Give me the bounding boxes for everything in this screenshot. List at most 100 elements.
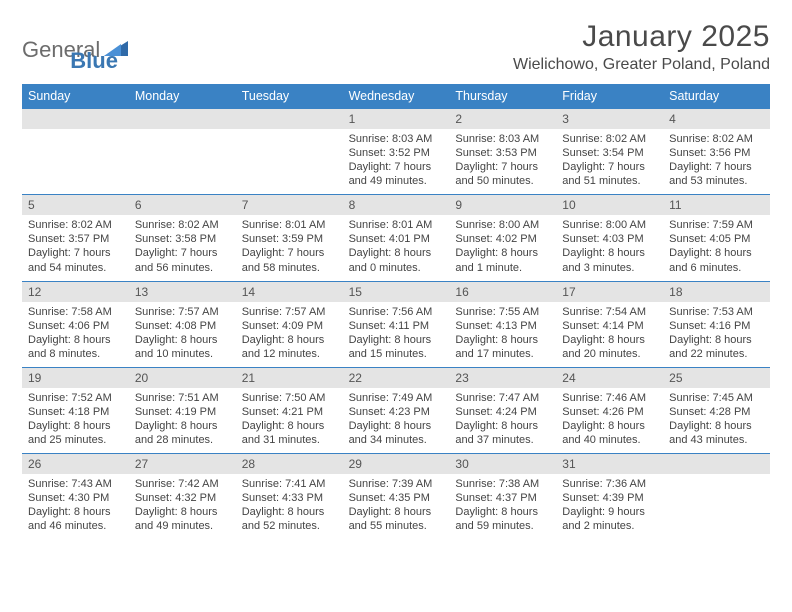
dow-cell: Wednesday [343,84,450,108]
sunrise-line: Sunrise: 7:42 AM [135,477,230,491]
day-number: 13 [129,282,236,302]
dow-cell: Thursday [449,84,556,108]
sunset-line: Sunset: 3:52 PM [349,146,444,160]
day-number: 21 [236,368,343,388]
daylight-line: Daylight: 8 hours and 3 minutes. [562,246,657,274]
sunrise-line: Sunrise: 7:55 AM [455,305,550,319]
day-number-empty [22,109,129,129]
sunset-line: Sunset: 4:18 PM [28,405,123,419]
day-body: Sunrise: 7:53 AMSunset: 4:16 PMDaylight:… [663,302,770,367]
sunrise-line: Sunrise: 7:52 AM [28,391,123,405]
daylight-line: Daylight: 7 hours and 50 minutes. [455,160,550,188]
day-number: 4 [663,109,770,129]
day-body: Sunrise: 7:57 AMSunset: 4:09 PMDaylight:… [236,302,343,367]
sunrise-line: Sunrise: 7:56 AM [349,305,444,319]
day-cell [22,109,129,194]
day-cell: 31Sunrise: 7:36 AMSunset: 4:39 PMDayligh… [556,454,663,539]
day-number: 20 [129,368,236,388]
dow-cell: Sunday [22,84,129,108]
daylight-line: Daylight: 7 hours and 58 minutes. [242,246,337,274]
daylight-line: Daylight: 8 hours and 52 minutes. [242,505,337,533]
day-number: 12 [22,282,129,302]
day-cell: 7Sunrise: 8:01 AMSunset: 3:59 PMDaylight… [236,195,343,280]
day-body: Sunrise: 7:52 AMSunset: 4:18 PMDaylight:… [22,388,129,453]
daylight-line: Daylight: 7 hours and 49 minutes. [349,160,444,188]
sunrise-line: Sunrise: 7:45 AM [669,391,764,405]
day-cell: 11Sunrise: 7:59 AMSunset: 4:05 PMDayligh… [663,195,770,280]
day-number: 27 [129,454,236,474]
day-body: Sunrise: 8:03 AMSunset: 3:53 PMDaylight:… [449,129,556,194]
sunset-line: Sunset: 4:28 PM [669,405,764,419]
sunset-line: Sunset: 4:35 PM [349,491,444,505]
sunset-line: Sunset: 4:26 PM [562,405,657,419]
day-number: 24 [556,368,663,388]
sunrise-line: Sunrise: 7:49 AM [349,391,444,405]
day-body: Sunrise: 8:00 AMSunset: 4:02 PMDaylight:… [449,215,556,280]
sunset-line: Sunset: 4:19 PM [135,405,230,419]
day-cell: 28Sunrise: 7:41 AMSunset: 4:33 PMDayligh… [236,454,343,539]
calendar: SundayMondayTuesdayWednesdayThursdayFrid… [22,84,770,540]
sunset-line: Sunset: 4:09 PM [242,319,337,333]
day-cell: 4 Sunrise: 8:02 AMSunset: 3:56 PMDaylight… [663,109,770,194]
sunset-line: Sunset: 4:08 PM [135,319,230,333]
day-body: Sunrise: 8:02 AMSunset: 3:58 PMDaylight:… [129,215,236,280]
day-number: 18 [663,282,770,302]
day-number: 17 [556,282,663,302]
daylight-line: Daylight: 8 hours and 34 minutes. [349,419,444,447]
day-number: 7 [236,195,343,215]
sunrise-line: Sunrise: 8:00 AM [562,218,657,232]
sunset-line: Sunset: 4:33 PM [242,491,337,505]
day-body: Sunrise: 7:51 AMSunset: 4:19 PMDaylight:… [129,388,236,453]
day-body: Sunrise: 7:57 AMSunset: 4:08 PMDaylight:… [129,302,236,367]
daylight-line: Daylight: 8 hours and 6 minutes. [669,246,764,274]
daylight-line: Daylight: 7 hours and 53 minutes. [669,160,764,188]
day-cell: 17Sunrise: 7:54 AMSunset: 4:14 PMDayligh… [556,282,663,367]
sunset-line: Sunset: 3:54 PM [562,146,657,160]
sunset-line: Sunset: 4:16 PM [669,319,764,333]
daylight-line: Daylight: 8 hours and 10 minutes. [135,333,230,361]
daylight-line: Daylight: 8 hours and 46 minutes. [28,505,123,533]
day-number: 10 [556,195,663,215]
sunrise-line: Sunrise: 8:02 AM [135,218,230,232]
page-title: January 2025 [513,20,770,54]
dow-cell: Saturday [663,84,770,108]
day-of-week-row: SundayMondayTuesdayWednesdayThursdayFrid… [22,84,770,108]
day-number: 16 [449,282,556,302]
sunrise-line: Sunrise: 7:58 AM [28,305,123,319]
day-body: Sunrise: 7:54 AMSunset: 4:14 PMDaylight:… [556,302,663,367]
day-body: Sunrise: 7:38 AMSunset: 4:37 PMDaylight:… [449,474,556,539]
day-body: Sunrise: 8:01 AMSunset: 4:01 PMDaylight:… [343,215,450,280]
day-cell: 21Sunrise: 7:50 AMSunset: 4:21 PMDayligh… [236,368,343,453]
day-number-empty [129,109,236,129]
day-body: Sunrise: 7:49 AMSunset: 4:23 PMDaylight:… [343,388,450,453]
sunset-line: Sunset: 4:32 PM [135,491,230,505]
sunset-line: Sunset: 3:56 PM [669,146,764,160]
day-body: Sunrise: 7:45 AMSunset: 4:28 PMDaylight:… [663,388,770,453]
sunrise-line: Sunrise: 7:36 AM [562,477,657,491]
day-body: Sunrise: 8:03 AMSunset: 3:52 PMDaylight:… [343,129,450,194]
day-body: Sunrise: 7:46 AMSunset: 4:26 PMDaylight:… [556,388,663,453]
daylight-line: Daylight: 8 hours and 15 minutes. [349,333,444,361]
day-number: 22 [343,368,450,388]
daylight-line: Daylight: 8 hours and 22 minutes. [669,333,764,361]
daylight-line: Daylight: 7 hours and 51 minutes. [562,160,657,188]
logo: General Blue [22,20,118,74]
title-block: January 2025 Wielichowo, Greater Poland,… [513,20,770,74]
day-cell: 10Sunrise: 8:00 AMSunset: 4:03 PMDayligh… [556,195,663,280]
day-number-empty [236,109,343,129]
day-number: 26 [22,454,129,474]
day-body: Sunrise: 7:41 AMSunset: 4:33 PMDaylight:… [236,474,343,539]
sunrise-line: Sunrise: 8:03 AM [455,132,550,146]
daylight-line: Daylight: 8 hours and 31 minutes. [242,419,337,447]
day-body: Sunrise: 7:50 AMSunset: 4:21 PMDaylight:… [236,388,343,453]
day-cell: 9Sunrise: 8:00 AMSunset: 4:02 PMDaylight… [449,195,556,280]
day-cell [663,454,770,539]
day-cell: 5Sunrise: 8:02 AMSunset: 3:57 PMDaylight… [22,195,129,280]
logo-text-blue: Blue [70,48,118,74]
day-number: 6 [129,195,236,215]
day-body: Sunrise: 8:01 AMSunset: 3:59 PMDaylight:… [236,215,343,280]
day-body: Sunrise: 7:39 AMSunset: 4:35 PMDaylight:… [343,474,450,539]
daylight-line: Daylight: 8 hours and 17 minutes. [455,333,550,361]
sunrise-line: Sunrise: 8:02 AM [669,132,764,146]
sunset-line: Sunset: 4:21 PM [242,405,337,419]
